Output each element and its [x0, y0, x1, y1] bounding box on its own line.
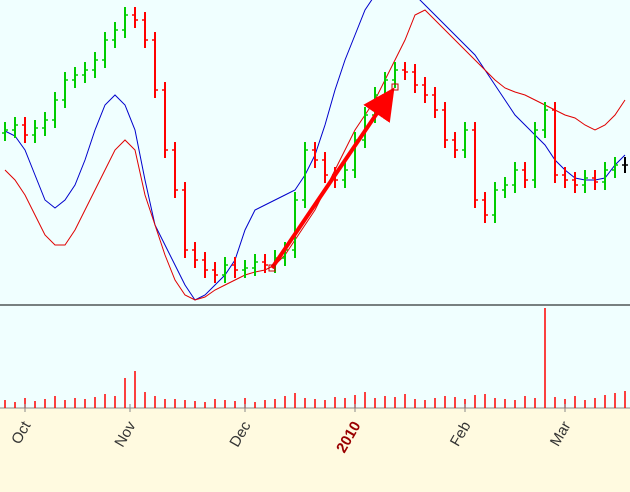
trend-annotation [268, 83, 399, 272]
trend-arrow [270, 87, 395, 270]
axis-background [0, 408, 630, 492]
trend-start [268, 264, 276, 272]
moving-average [4, 9, 626, 301]
trend-end [391, 83, 399, 91]
